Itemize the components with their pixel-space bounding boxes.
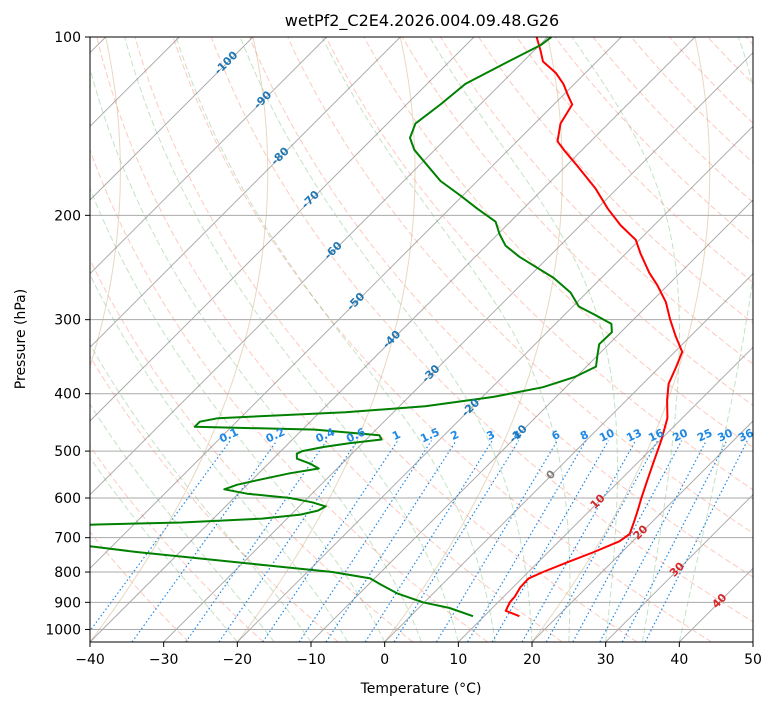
y-tick-label: 300 xyxy=(54,313,81,329)
chart-title: wetPf2_C2E4.2026.004.09.48.G26 xyxy=(285,11,559,31)
y-tick-label: 1000 xyxy=(45,622,81,638)
figure-background xyxy=(0,0,775,708)
x-tick-label: 0 xyxy=(380,652,389,668)
x-tick-label: 10 xyxy=(449,652,467,668)
x-axis-label: Temperature (°C) xyxy=(360,681,482,697)
y-tick-label: 400 xyxy=(54,387,81,403)
x-tick-label: 50 xyxy=(744,652,762,668)
y-axis-label: Pressure (hPa) xyxy=(13,289,29,389)
x-tick-label: −20 xyxy=(223,652,253,668)
x-tick-label: 30 xyxy=(597,652,615,668)
x-tick-label: −30 xyxy=(149,652,179,668)
x-tick-label: 20 xyxy=(523,652,541,668)
x-tick-label: 40 xyxy=(670,652,688,668)
y-tick-label: 200 xyxy=(54,208,81,224)
y-tick-label: 700 xyxy=(54,531,81,547)
y-tick-label: 100 xyxy=(54,30,81,46)
x-tick-label: −10 xyxy=(296,652,326,668)
skewt-figure: wetPf2_C2E4.2026.004.09.48.G26 0.1 0.2 0.4… xyxy=(0,0,775,708)
y-tick-label: 600 xyxy=(54,491,81,507)
y-tick-label: 800 xyxy=(54,565,81,581)
y-tick-label: 500 xyxy=(54,444,81,460)
x-tick-label: −40 xyxy=(75,652,105,668)
y-tick-label: 900 xyxy=(54,595,81,611)
